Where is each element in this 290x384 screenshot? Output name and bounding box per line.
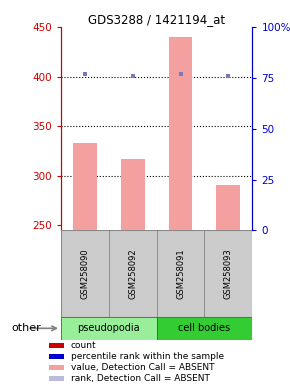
Title: GDS3288 / 1421194_at: GDS3288 / 1421194_at bbox=[88, 13, 225, 26]
Bar bbox=[61, 317, 157, 340]
Text: GSM258093: GSM258093 bbox=[224, 248, 233, 299]
Bar bbox=[49, 343, 64, 348]
Text: count: count bbox=[71, 341, 96, 350]
Text: other: other bbox=[12, 323, 41, 333]
Bar bbox=[49, 365, 64, 370]
Bar bbox=[109, 230, 157, 317]
Text: GSM258091: GSM258091 bbox=[176, 248, 185, 299]
Bar bbox=[121, 159, 145, 230]
Text: pseudopodia: pseudopodia bbox=[77, 323, 140, 333]
Bar bbox=[216, 185, 240, 230]
Text: rank, Detection Call = ABSENT: rank, Detection Call = ABSENT bbox=[71, 374, 209, 383]
Bar bbox=[168, 37, 193, 230]
Bar bbox=[204, 230, 252, 317]
Bar bbox=[73, 143, 97, 230]
Text: percentile rank within the sample: percentile rank within the sample bbox=[71, 352, 224, 361]
Text: GSM258092: GSM258092 bbox=[128, 248, 137, 299]
Text: GSM258090: GSM258090 bbox=[80, 248, 89, 299]
Bar bbox=[61, 230, 109, 317]
Text: value, Detection Call = ABSENT: value, Detection Call = ABSENT bbox=[71, 363, 214, 372]
Text: cell bodies: cell bodies bbox=[178, 323, 231, 333]
Bar bbox=[157, 317, 252, 340]
Bar bbox=[49, 354, 64, 359]
Bar bbox=[157, 230, 204, 317]
Bar bbox=[49, 376, 64, 381]
